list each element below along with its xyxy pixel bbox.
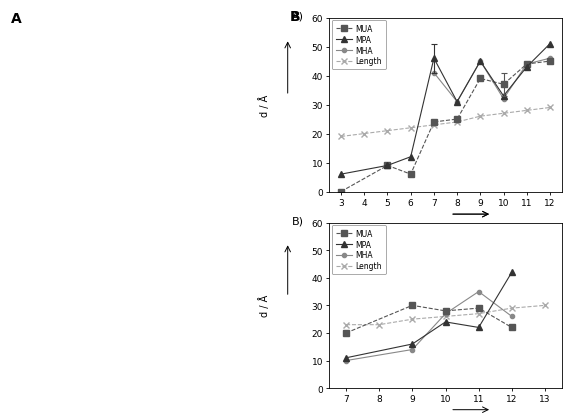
Length <box>430 123 437 128</box>
Length <box>523 109 530 114</box>
MPA <box>523 65 530 70</box>
Length <box>547 106 554 111</box>
Length <box>361 132 368 137</box>
Text: d / Å: d / Å <box>259 94 270 116</box>
MUA <box>384 164 391 169</box>
MUA <box>454 117 461 122</box>
MUA <box>475 306 482 311</box>
Length <box>475 311 482 316</box>
MPA <box>442 320 449 325</box>
Line: MUA: MUA <box>338 59 553 195</box>
MPA <box>500 94 507 99</box>
MHA <box>442 311 449 316</box>
MPA <box>384 164 391 169</box>
MUA <box>442 309 449 313</box>
Line: Length: Length <box>343 302 548 328</box>
Length <box>477 114 484 119</box>
Length <box>541 303 548 308</box>
MHA <box>454 100 461 105</box>
MPA <box>343 356 350 361</box>
MPA <box>475 325 482 330</box>
MHA <box>523 62 530 67</box>
Text: n: n <box>434 221 441 232</box>
Legend: MUA, MPA, MHA, Length: MUA, MPA, MHA, Length <box>332 21 386 70</box>
MPA <box>454 100 461 105</box>
Length <box>376 323 383 328</box>
MUA <box>547 59 554 64</box>
MUA <box>477 77 484 82</box>
MUA <box>409 303 416 308</box>
MHA <box>500 97 507 102</box>
Line: MUA: MUA <box>343 303 515 336</box>
Legend: MUA, MPA, MHA, Length: MUA, MPA, MHA, Length <box>332 225 386 275</box>
Line: Length: Length <box>337 105 554 140</box>
MPA <box>547 42 554 47</box>
MPA <box>477 59 484 64</box>
MPA <box>337 172 344 177</box>
MHA <box>475 290 482 294</box>
MUA <box>343 331 350 336</box>
MPA <box>508 270 515 275</box>
Text: A: A <box>11 12 22 26</box>
Text: n: n <box>434 221 441 232</box>
MUA <box>337 190 344 195</box>
Length <box>442 314 449 319</box>
MHA <box>430 71 437 76</box>
Length <box>343 323 350 328</box>
Line: MHA: MHA <box>432 57 552 104</box>
MPA <box>430 57 437 62</box>
MPA <box>409 342 416 347</box>
Text: A): A) <box>292 12 304 21</box>
Length <box>454 120 461 125</box>
MUA <box>407 172 414 177</box>
MHA <box>343 358 350 363</box>
MPA <box>407 155 414 160</box>
Length <box>500 112 507 116</box>
MHA <box>409 347 416 352</box>
MUA <box>500 83 507 88</box>
MHA <box>477 59 484 64</box>
Length <box>508 306 515 311</box>
Line: MHA: MHA <box>344 290 514 363</box>
Length <box>337 135 344 140</box>
MUA <box>523 62 530 67</box>
Length <box>384 129 391 134</box>
Length <box>407 126 414 131</box>
MUA <box>508 325 515 330</box>
MHA <box>547 57 554 62</box>
Text: B): B) <box>292 216 304 226</box>
Length <box>409 317 416 322</box>
Line: MPA: MPA <box>343 269 515 361</box>
Line: MPA: MPA <box>337 41 554 178</box>
MHA <box>508 314 515 319</box>
MUA <box>430 120 437 125</box>
Text: B: B <box>289 10 300 24</box>
Text: d / Å: d / Å <box>259 294 270 317</box>
